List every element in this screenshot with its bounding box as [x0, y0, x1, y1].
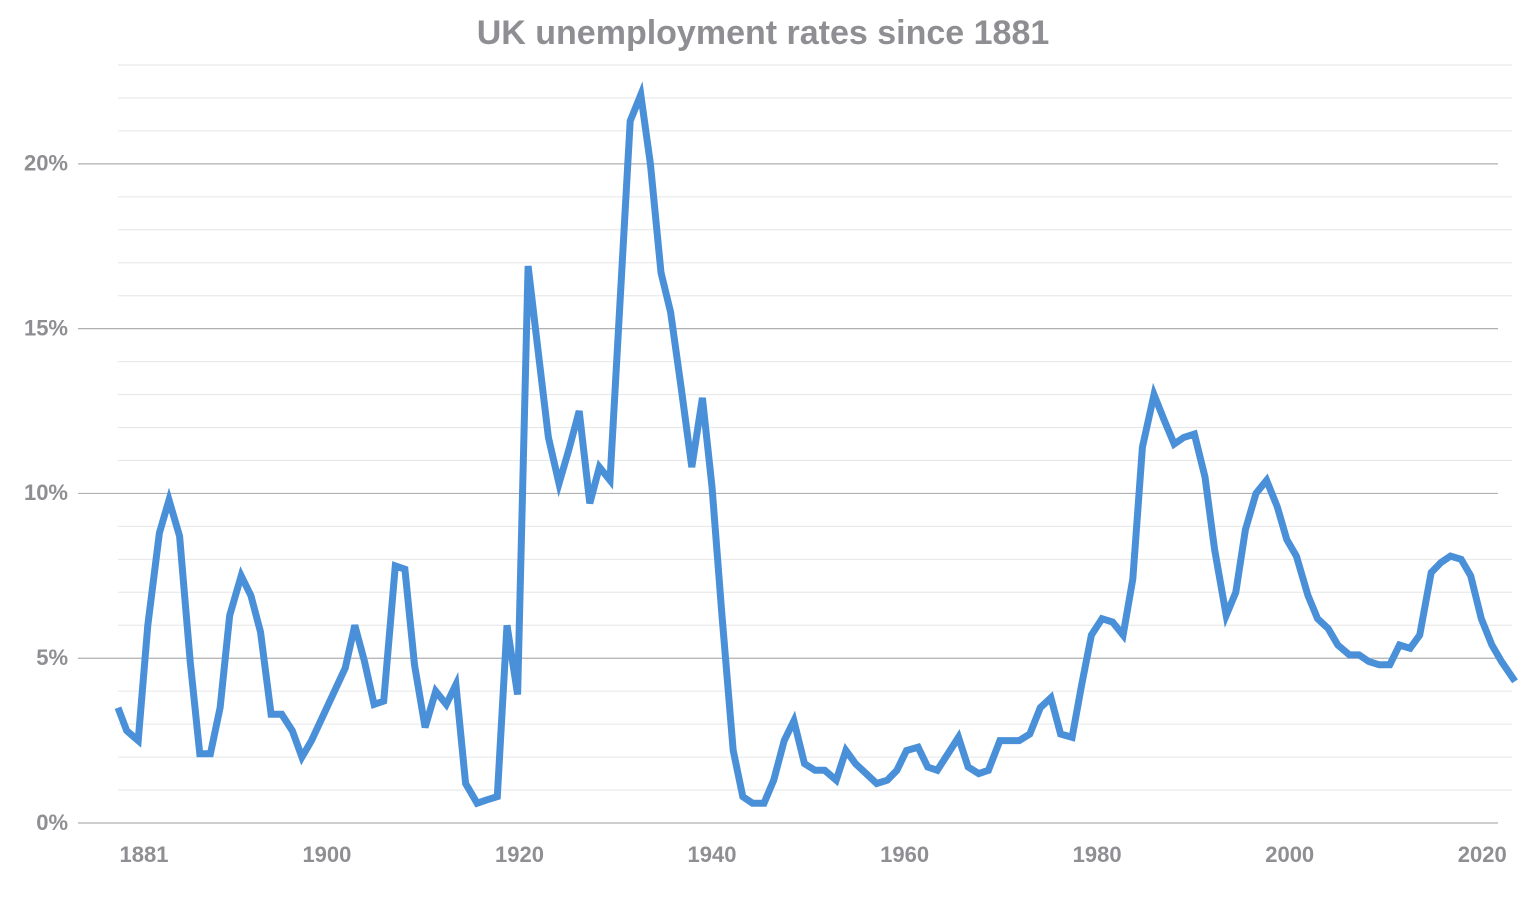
x-tick-label: 2020	[1458, 842, 1507, 867]
x-tick-label: 1900	[302, 842, 351, 867]
x-tick-label: 1920	[495, 842, 544, 867]
y-tick-label: 10%	[24, 480, 68, 505]
x-tick-label: 1960	[880, 842, 929, 867]
x-tick-label: 2000	[1265, 842, 1314, 867]
y-tick-label: 0%	[36, 810, 68, 835]
y-tick-label: 15%	[24, 315, 68, 340]
x-tick-label: 1881	[120, 842, 169, 867]
x-tick-label: 1940	[688, 842, 737, 867]
chart-title: UK unemployment rates since 1881	[477, 14, 1050, 52]
x-tick-label: 1980	[1073, 842, 1122, 867]
y-tick-label: 20%	[24, 151, 68, 176]
data-line	[114, 81, 1518, 808]
y-tick-label: 5%	[36, 645, 68, 670]
